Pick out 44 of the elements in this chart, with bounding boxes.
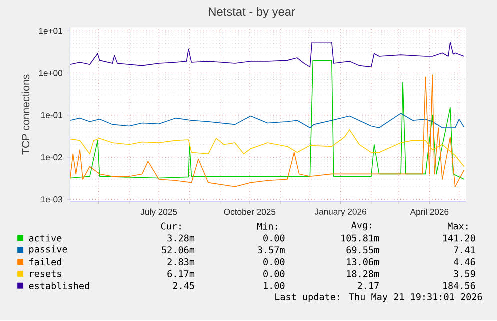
text: Avg: (352, 222, 372, 231)
x-tick-label: January 2026 (314, 209, 366, 217)
text: 3.57m (258, 246, 285, 254)
text: 7.41 (454, 246, 476, 254)
text: 69.55m (346, 246, 380, 254)
text: 2.45 (173, 282, 194, 290)
line-series (70, 130, 465, 168)
line-series (70, 42, 465, 68)
chart-title: Netstat - by year (209, 8, 296, 19)
x-tick-label: October 2025 (224, 209, 276, 216)
y-tick-label: 1e+00 (39, 70, 63, 76)
x-tick-label: July 2025 (140, 209, 178, 218)
text: Max: (448, 223, 468, 230)
legend-label: passive (30, 246, 68, 255)
text: 6.17m (168, 270, 195, 278)
text: 2.83m (168, 258, 195, 266)
text: 184.56 (444, 282, 476, 290)
y-tick-label: 1e-01 (42, 112, 62, 119)
y-tick-label: 1e+01 (39, 28, 62, 34)
legend-label: established (29, 282, 90, 290)
text: 0.00 (264, 258, 285, 266)
text: 105.81m (342, 234, 380, 242)
text: Cur: (161, 223, 181, 230)
text: 13.06m (347, 258, 380, 266)
text: 3.28m (168, 234, 195, 242)
text: 1.00 (264, 282, 285, 290)
legend-label: active (29, 234, 62, 242)
text: Min: (257, 222, 278, 230)
text: 52.06m (162, 246, 195, 254)
y-axis-title: TCP connections (22, 74, 30, 155)
text: 3.59 (454, 270, 476, 278)
text: 0.00 (264, 270, 285, 278)
text: 18.28m (347, 270, 380, 278)
line-series (70, 113, 465, 129)
y-tick-label: 1e-03 (42, 196, 62, 203)
y-tick-label: 1e-02 (42, 154, 62, 161)
text: 4.46 (454, 258, 476, 266)
legend-label: resets (30, 270, 62, 278)
text: 141.20 (444, 234, 476, 242)
legend-label: failed (30, 258, 62, 266)
text: Last update: Thu May 21 19:31:01 2026 (276, 293, 482, 302)
text: 0.00 (264, 234, 285, 242)
text: 2.17 (358, 282, 379, 290)
x-tick-label: April 2026 (410, 209, 449, 218)
